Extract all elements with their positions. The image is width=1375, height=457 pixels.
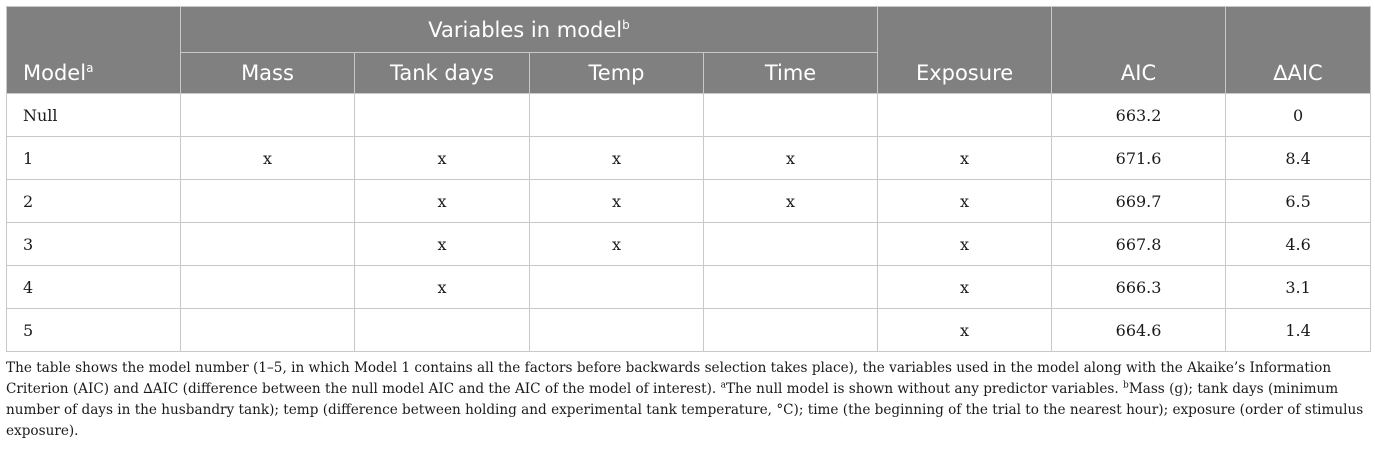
cell-temp: x [529,136,704,180]
cell-model: 1 [6,136,181,180]
cell-model: 3 [6,222,181,266]
model-selection-table: Modela Variables in modelb Exposure AIC … [6,6,1372,352]
header-exposure: Exposure [877,6,1053,94]
cell-temp [529,308,704,352]
cell-time [702,265,879,309]
cell-time: x [702,179,879,223]
cell-exposure: x [877,136,1053,180]
cell-delta-aic: 3.1 [1225,265,1372,309]
cell-delta-aic: 1.4 [1225,308,1372,352]
header-model: Modela [6,6,181,94]
cell-tank-days [354,93,530,137]
cell-exposure: x [877,179,1053,223]
footnote-a: The null model is shown without any pred… [725,381,1124,397]
table-row: 4 x x 666.3 3.1 [6,265,1372,309]
cell-mass: x [180,136,355,180]
header-variables-group-label: Variables in model [428,17,623,42]
cell-aic: 671.6 [1051,136,1227,180]
cell-model: 4 [6,265,181,309]
cell-aic: 667.8 [1051,222,1227,266]
header-variables-group: Variables in modelb [179,6,879,53]
table-row: 5 x 664.6 1.4 [6,308,1372,352]
cell-time [702,222,879,266]
cell-delta-aic: 4.6 [1225,222,1372,266]
cell-delta-aic: 6.5 [1225,179,1372,223]
cell-mass [180,308,355,352]
cell-tank-days: x [354,222,530,266]
header-model-label: Model [23,61,87,85]
cell-time: x [702,136,879,180]
cell-delta-aic: 8.4 [1225,136,1372,180]
cell-aic: 669.7 [1051,179,1227,223]
cell-mass [180,93,355,137]
cell-aic: 663.2 [1051,93,1227,137]
cell-model: 5 [6,308,181,352]
footnote-main: The table shows the model number (1–5, i… [6,360,1332,397]
cell-temp: x [529,222,704,266]
cell-model: 2 [6,179,181,223]
cell-tank-days [354,308,530,352]
cell-mass [180,179,355,223]
cell-aic: 664.6 [1051,308,1227,352]
header-tank-days: Tank days [354,52,530,94]
cell-temp: x [529,179,704,223]
header-variables-group-sup: b [622,17,630,32]
table-row: 3 x x x 667.8 4.6 [6,222,1372,266]
header-mass: Mass [180,52,355,94]
cell-time [702,308,879,352]
cell-exposure: x [877,265,1053,309]
header-model-sup: a [86,61,94,75]
cell-mass [180,265,355,309]
cell-exposure: x [877,222,1053,266]
table-container: Modela Variables in modelb Exposure AIC … [6,6,1372,442]
header-row-top: Modela Variables in modelb Exposure AIC … [6,6,1372,94]
cell-delta-aic: 0 [1225,93,1372,137]
footnote-sup-b: b [1123,380,1129,391]
header-row-sub: Mass Tank days Temp Time [7,52,1371,94]
cell-exposure: x [877,308,1053,352]
table-header: Modela Variables in modelb Exposure AIC … [6,6,1372,94]
header-time: Time [702,52,879,94]
cell-tank-days: x [354,265,530,309]
cell-tank-days: x [354,179,530,223]
table-row: 1 x x x x x 671.6 8.4 [6,136,1372,180]
header-delta-aic: ∆AIC [1225,6,1372,94]
footnote-b: Mass (g); tank days (minimum number of d… [6,381,1364,439]
cell-temp [529,265,704,309]
cell-time [702,93,879,137]
cell-temp [529,93,704,137]
cell-tank-days: x [354,136,530,180]
cell-model: Null [6,93,181,137]
cell-mass [180,222,355,266]
table-row: 2 x x x x 669.7 6.5 [6,179,1372,223]
header-aic: AIC [1051,6,1227,94]
footnote-sup-a: a [720,380,726,391]
cell-exposure [877,93,1053,137]
table-footnote: The table shows the model number (1–5, i… [6,358,1370,442]
table-row: Null 663.2 0 [6,93,1372,137]
table-body: Null 663.2 0 1 x x x x x 671.6 8.4 2 [6,93,1372,352]
cell-aic: 666.3 [1051,265,1227,309]
header-temp: Temp [529,52,704,94]
